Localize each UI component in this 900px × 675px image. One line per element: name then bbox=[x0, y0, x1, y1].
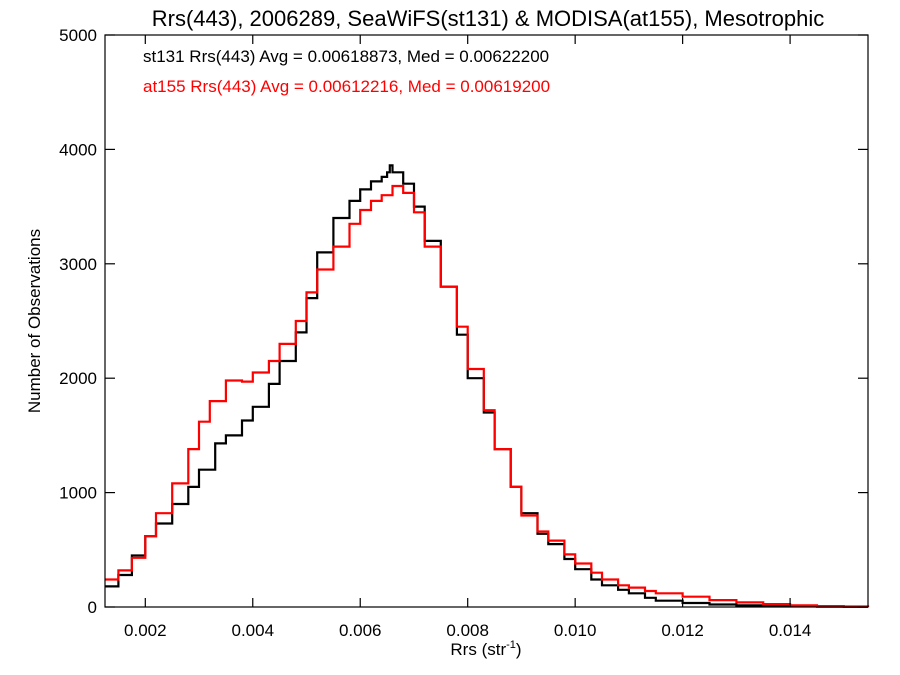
y-axis-label: Number of Observations bbox=[25, 229, 44, 413]
y-tick-label: 1000 bbox=[59, 484, 97, 503]
y-tick-label: 0 bbox=[88, 598, 97, 617]
x-axis-label: Rrs (str-1) bbox=[450, 639, 521, 659]
x-axis-label-main: Rrs (str bbox=[450, 640, 506, 659]
x-axis-label-close: ) bbox=[516, 640, 522, 659]
x-tick-label: 0.006 bbox=[339, 621, 382, 640]
x-tick-label: 0.014 bbox=[769, 621, 812, 640]
tick-layer: 0.002 0.004 0.006 0.008 0.010 0.012 0.014 0 1000… bbox=[59, 26, 868, 640]
y-tick-label: 5000 bbox=[59, 26, 97, 45]
y-tick-label: 2000 bbox=[59, 369, 97, 388]
annotation-at155: at155 Rrs(443) Avg = 0.00612216, Med = 0… bbox=[143, 77, 550, 96]
annotation-st131: st131 Rrs(443) Avg = 0.00618873, Med = 0… bbox=[143, 47, 549, 66]
y-tick-label: 3000 bbox=[59, 255, 97, 274]
x-tick-label: 0.004 bbox=[231, 621, 274, 640]
series-layer bbox=[105, 164, 870, 608]
plot-frame bbox=[104, 34, 869, 608]
x-tick-label: 0.008 bbox=[446, 621, 489, 640]
chart-title: Rrs(443), 2006289, SeaWiFS(st131) & MODI… bbox=[152, 6, 825, 31]
x-axis-label-superscript: -1 bbox=[506, 639, 516, 651]
series-line-at155 bbox=[105, 184, 870, 608]
y-tick-label: 4000 bbox=[59, 140, 97, 159]
x-tick-label: 0.010 bbox=[554, 621, 597, 640]
x-tick-label: 0.002 bbox=[124, 621, 167, 640]
x-tick-label: 0.012 bbox=[661, 621, 704, 640]
series-line-st131 bbox=[105, 164, 870, 608]
